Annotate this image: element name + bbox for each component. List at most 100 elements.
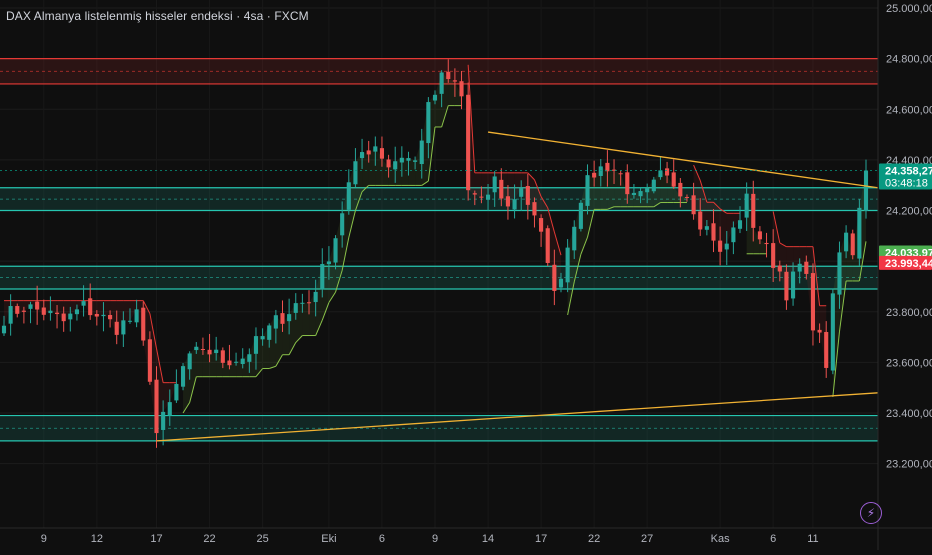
candle [287, 314, 291, 321]
candle [831, 293, 835, 370]
candle [320, 264, 324, 289]
candle [546, 228, 550, 263]
candle [506, 196, 510, 206]
candle [857, 208, 861, 259]
candle [625, 172, 629, 194]
candle [241, 359, 245, 364]
candle [784, 272, 788, 301]
candle [798, 264, 802, 272]
chart-title: DAX Almanya listelenmiş hisseler endeksi… [6, 9, 309, 23]
candle [731, 227, 735, 242]
candle [35, 302, 39, 310]
candle [393, 161, 397, 169]
price-tag-label: 23.993,44 [885, 258, 932, 270]
candle [42, 308, 46, 315]
trail-fill [760, 239, 767, 253]
candle [638, 191, 642, 196]
candle [745, 194, 749, 218]
candle [619, 173, 623, 174]
candle [678, 183, 682, 197]
candle [698, 212, 702, 230]
candle [592, 173, 596, 178]
x-tick-label: 12 [91, 533, 103, 545]
candle [347, 182, 351, 210]
candle [738, 220, 742, 229]
candle [380, 148, 384, 159]
candle [280, 313, 284, 324]
candle [2, 326, 6, 334]
candle [181, 366, 185, 387]
candle [778, 266, 782, 272]
candle [811, 273, 815, 330]
candle [791, 272, 795, 299]
candle [413, 160, 417, 161]
candle [82, 301, 86, 306]
candle [333, 238, 337, 262]
candle [473, 193, 477, 194]
candle [658, 170, 662, 177]
x-tick-label: 22 [203, 533, 215, 545]
candle [101, 315, 105, 316]
candle [764, 243, 768, 244]
candle [851, 233, 855, 255]
candle [207, 350, 211, 355]
candle [718, 241, 722, 252]
candle [585, 175, 589, 206]
x-tick-label: 25 [256, 533, 268, 545]
countdown-label: 03:48:18 [885, 178, 928, 190]
candle [267, 325, 271, 339]
candle [188, 353, 192, 369]
candle [572, 227, 576, 251]
candle [420, 141, 424, 164]
candle [645, 188, 649, 192]
candle [566, 248, 570, 283]
trail-fill [302, 303, 309, 336]
candle [466, 95, 470, 190]
candle [48, 311, 52, 313]
candle [579, 203, 583, 229]
candle [88, 298, 92, 315]
candle [214, 350, 218, 353]
trail-fill [196, 347, 203, 377]
candle [526, 186, 530, 205]
y-tick-label: 23.600,00 [886, 357, 932, 369]
candle [55, 313, 59, 314]
candle [161, 412, 165, 430]
x-tick-label: 9 [432, 533, 438, 545]
candle [440, 72, 444, 93]
candle [314, 292, 318, 302]
y-tick-label: 24.200,00 [886, 206, 932, 218]
candle [532, 202, 536, 215]
candle [513, 199, 517, 209]
candle [711, 223, 715, 240]
trail-fill [408, 158, 415, 185]
candle [327, 261, 331, 264]
candle [426, 102, 430, 143]
x-tick-label: 11 [807, 533, 818, 545]
y-tick-label: 24.600,00 [886, 104, 932, 116]
candle [519, 188, 523, 197]
candle [559, 279, 563, 288]
y-tick-label: 23.800,00 [886, 307, 932, 319]
y-tick-label: 25.000,00 [886, 3, 932, 15]
candle [433, 95, 437, 101]
candle [387, 159, 391, 167]
candle [459, 81, 463, 96]
candle [201, 349, 205, 350]
x-tick-label: 17 [150, 533, 162, 545]
candle [254, 336, 258, 354]
x-tick-label: Kas [711, 533, 730, 545]
candle [725, 244, 729, 250]
candle [300, 303, 304, 304]
candle [824, 332, 828, 368]
candle [486, 195, 490, 200]
candle [261, 336, 265, 339]
candle [62, 314, 66, 322]
lightning-icon[interactable]: ⚡ [860, 502, 882, 524]
candle [373, 146, 377, 151]
trail-fill [607, 171, 614, 210]
x-tick-label: 27 [641, 533, 653, 545]
candle [168, 402, 172, 415]
